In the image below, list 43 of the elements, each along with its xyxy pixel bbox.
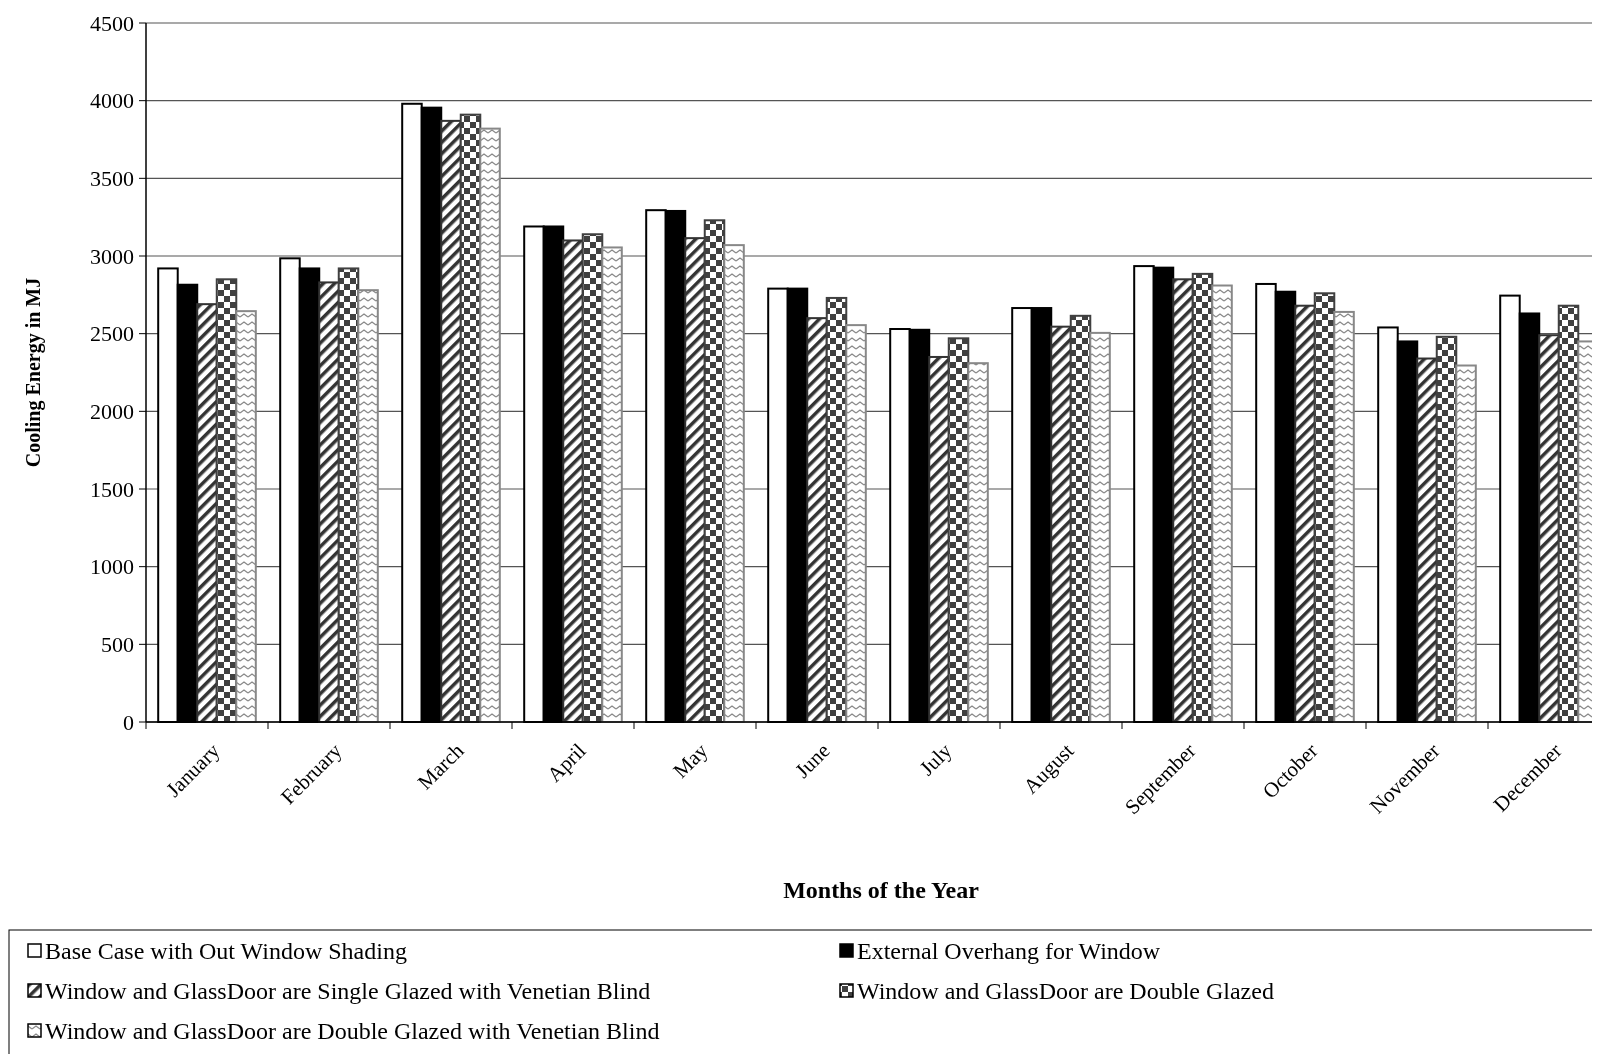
y-tick-label: 500 xyxy=(101,632,134,658)
bar xyxy=(601,246,623,723)
y-tick-label: 3000 xyxy=(90,243,134,269)
bar xyxy=(562,239,584,723)
x-axis-title: Months of the Year xyxy=(783,877,980,903)
bar xyxy=(1294,304,1316,723)
y-tick-label: 3500 xyxy=(90,166,134,192)
y-tick-label: 0 xyxy=(123,709,134,735)
y-axis-title: Cooling Energy in MJ xyxy=(22,277,45,468)
bar xyxy=(479,127,501,723)
bar xyxy=(1416,357,1438,723)
x-tick-label: May xyxy=(668,738,713,783)
legend-label: Window and GlassDoor are Double Glazed xyxy=(857,978,1274,1004)
y-tick-label: 4000 xyxy=(90,88,134,114)
bar xyxy=(318,281,340,723)
bar xyxy=(357,289,379,723)
bar xyxy=(1172,278,1194,723)
y-tick-label: 1500 xyxy=(90,476,134,502)
bar xyxy=(928,355,950,723)
bar xyxy=(1333,310,1355,723)
bar xyxy=(440,119,462,723)
legend-label: Window and GlassDoor are Single Glazed with Venetian Blind xyxy=(45,978,651,1004)
x-tick-label: July xyxy=(914,738,957,781)
x-tick-label: June xyxy=(790,738,835,783)
bar xyxy=(806,317,828,723)
bar xyxy=(1050,325,1072,723)
y-tick-label: 4500 xyxy=(90,10,134,36)
bar xyxy=(1455,364,1477,723)
y-tick-label: 2000 xyxy=(90,399,134,425)
bar xyxy=(1089,331,1111,723)
bar xyxy=(1538,334,1560,723)
bar xyxy=(967,362,989,723)
legend-label: Window and GlassDoor are Double Glazed with Venetian Blind xyxy=(45,1018,660,1044)
bar xyxy=(723,244,745,723)
bar xyxy=(235,310,257,723)
bar xyxy=(684,237,706,723)
y-tick-label: 2500 xyxy=(90,321,134,347)
y-tick-label: 1000 xyxy=(90,554,134,580)
legend-label: External Overhang for Window xyxy=(857,938,1161,964)
bar xyxy=(845,324,867,723)
bar xyxy=(1211,284,1233,723)
legend-label: Base Case with Out Window Shading xyxy=(45,938,407,964)
bar xyxy=(196,303,218,723)
